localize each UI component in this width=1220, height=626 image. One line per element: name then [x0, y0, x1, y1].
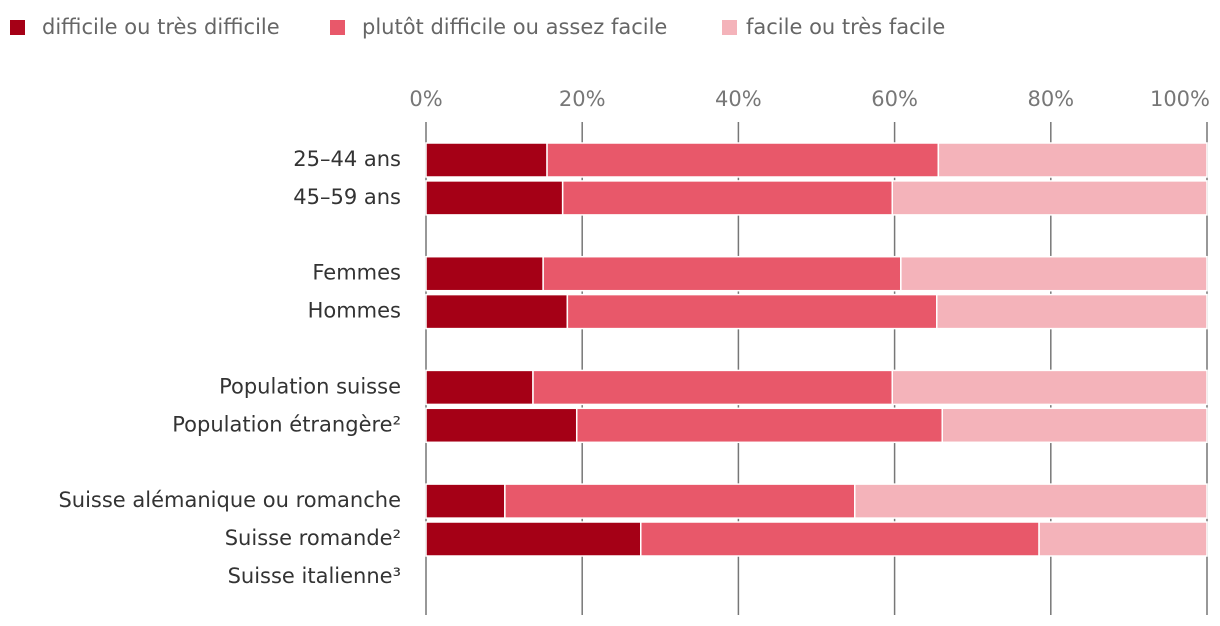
legend-label: plutôt difficile ou assez facile: [362, 15, 667, 39]
bar-segment: [854, 483, 1208, 519]
bar-segment: [546, 142, 940, 178]
bar-segment: [425, 255, 544, 292]
bar-segment: [425, 369, 534, 406]
legend-swatch: [330, 20, 345, 35]
bar-segment: [891, 369, 1208, 406]
legend-label: difficile ou très difficile: [42, 15, 280, 39]
category-label: Population étrangère²: [172, 412, 401, 436]
bar-segment: [425, 142, 548, 178]
x-tick-label: 100%: [1150, 87, 1210, 111]
bar-segment: [900, 255, 1208, 292]
category-label: Hommes: [308, 299, 401, 323]
bar-segment: [561, 180, 894, 216]
bar-segment: [425, 407, 578, 444]
x-tick-label: 20%: [559, 87, 606, 111]
bar-segment: [425, 293, 569, 330]
bar-segment: [425, 521, 642, 557]
legend-swatch: [722, 20, 737, 35]
bar-segment: [542, 255, 902, 292]
legend-label: facile ou très facile: [746, 15, 945, 39]
category-label: Suisse italienne³: [228, 564, 401, 588]
bar-segment: [937, 142, 1208, 178]
bar-segment: [936, 293, 1208, 330]
bar-segment: [566, 293, 938, 330]
bar-segment: [1038, 521, 1208, 557]
bar-segment: [891, 180, 1208, 216]
category-label: Population suisse: [219, 374, 401, 398]
x-tick-label: 80%: [1027, 87, 1074, 111]
category-label: Suisse romande²: [225, 526, 401, 550]
category-label: Suisse alémanique ou romanche: [58, 488, 401, 512]
bar-segment: [575, 407, 943, 444]
category-label: 45–59 ans: [293, 185, 401, 209]
x-tick-label: 40%: [715, 87, 762, 111]
x-tick-label: 60%: [871, 87, 918, 111]
category-label: 25–44 ans: [293, 147, 401, 171]
bar-segment: [941, 407, 1208, 444]
x-tick-label: 0%: [409, 87, 442, 111]
bar-segment: [425, 180, 564, 216]
bar-segment: [504, 483, 856, 519]
legend-swatch: [10, 20, 25, 35]
bar-segment: [425, 483, 506, 519]
bar-segment: [532, 369, 894, 406]
category-label: Femmes: [312, 261, 401, 285]
bar-segment: [640, 521, 1040, 557]
